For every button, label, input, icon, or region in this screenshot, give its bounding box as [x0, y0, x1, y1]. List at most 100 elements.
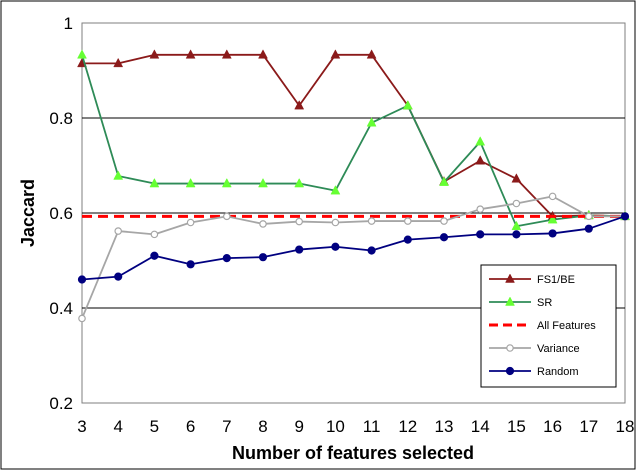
- legend-entry: All Features: [489, 320, 596, 332]
- data-point: [77, 275, 87, 284]
- legend-entry: Random: [489, 366, 579, 378]
- x-tick-label: 15: [507, 417, 526, 436]
- data-point: [367, 246, 376, 255]
- data-point: [367, 217, 376, 225]
- data-point: [440, 217, 448, 225]
- series-random: [77, 212, 630, 284]
- data-point: [476, 205, 485, 214]
- data-point: [259, 220, 267, 228]
- data-point: [512, 199, 521, 208]
- x-tick-label: 13: [435, 417, 454, 436]
- y-tick-label: 1: [64, 14, 73, 33]
- data-point: [512, 230, 521, 239]
- data-point: [330, 185, 341, 195]
- data-point: [511, 173, 522, 183]
- data-point: [476, 230, 485, 239]
- data-point: [366, 117, 377, 127]
- data-point: [548, 229, 557, 238]
- data-point: [185, 49, 196, 59]
- data-point: [150, 251, 159, 260]
- y-tick-label: 0.2: [49, 394, 73, 413]
- x-axis-title: Number of features selected: [232, 443, 474, 463]
- data-point: [330, 49, 341, 59]
- data-point: [186, 218, 195, 227]
- data-point: [114, 227, 123, 235]
- x-tick-label: 18: [616, 417, 635, 436]
- x-tick-label: 16: [543, 417, 562, 436]
- data-point: [258, 49, 268, 59]
- data-point: [149, 49, 160, 59]
- data-point: [584, 212, 593, 221]
- legend: FS1/BE SR All Features Variance Random: [480, 264, 617, 388]
- data-point: [439, 233, 449, 242]
- series-line: [82, 53, 626, 218]
- data-point: [295, 245, 304, 254]
- series-variance: [78, 192, 629, 323]
- data-point: [186, 260, 195, 269]
- data-point: [584, 224, 593, 233]
- legend-entry: FS1/BE: [489, 273, 575, 286]
- data-point: [113, 57, 124, 68]
- data-point: [331, 218, 340, 227]
- legend-entry: Variance: [489, 343, 580, 355]
- x-tick-label: 12: [398, 417, 417, 436]
- x-tick-label: 7: [222, 417, 231, 436]
- y-tick-label: 0.4: [49, 299, 73, 318]
- series-line: [81, 54, 626, 228]
- data-point: [511, 220, 522, 231]
- data-point: [331, 242, 340, 251]
- data-point: [403, 235, 412, 244]
- series-line: [81, 215, 626, 281]
- data-point: [295, 217, 304, 226]
- tick-labels: 0.20.40.60.813 4 5 6 7 8 9 10 11 12 13 14 15 16 17 18: [49, 14, 634, 436]
- legend-entry: SR: [489, 296, 552, 309]
- data-point: [439, 176, 449, 186]
- series-line: [81, 195, 625, 319]
- y-axis-title: Jaccard: [18, 179, 38, 247]
- series-layer: [77, 49, 630, 323]
- x-tick-label: 5: [150, 417, 159, 436]
- data-point: [366, 49, 377, 59]
- data-point: [223, 212, 231, 221]
- legend-label: FS1/BE: [537, 274, 575, 286]
- data-point: [114, 272, 123, 281]
- data-point: [222, 254, 231, 263]
- legend-label: All Features: [537, 320, 596, 332]
- x-tick-label: 9: [294, 417, 303, 436]
- data-point: [475, 155, 486, 165]
- data-point: [78, 314, 86, 323]
- x-tick-label: 8: [258, 417, 267, 436]
- x-tick-label: 4: [113, 417, 122, 436]
- data-point: [149, 178, 160, 188]
- legend-marker: [505, 273, 515, 283]
- data-point: [113, 170, 124, 180]
- data-point: [294, 178, 305, 188]
- data-point: [294, 100, 305, 110]
- data-point: [185, 178, 196, 188]
- y-tick-label: 0.6: [49, 204, 73, 223]
- x-tick-label: 10: [326, 417, 345, 436]
- data-point: [150, 230, 159, 239]
- legend-label: Random: [537, 366, 579, 378]
- y-tick-label: 0.8: [49, 109, 73, 128]
- data-point: [258, 253, 268, 262]
- data-point: [547, 214, 558, 224]
- x-tick-label: 3: [77, 417, 86, 436]
- data-point: [77, 49, 87, 59]
- legend-marker: [505, 366, 515, 376]
- legend-label: SR: [537, 297, 552, 309]
- data-point: [258, 178, 268, 188]
- legend-label: Variance: [537, 343, 580, 355]
- legend-marker: [505, 296, 515, 306]
- x-tick-label: 17: [579, 417, 598, 436]
- data-point: [548, 192, 557, 201]
- x-tick-label: 14: [471, 417, 490, 436]
- data-point: [221, 49, 232, 59]
- data-point: [221, 178, 232, 188]
- x-tick-label: 6: [186, 417, 195, 436]
- x-tick-label: 11: [363, 417, 381, 436]
- data-point: [402, 100, 413, 110]
- legend-marker: [506, 344, 514, 352]
- data-point: [403, 217, 412, 225]
